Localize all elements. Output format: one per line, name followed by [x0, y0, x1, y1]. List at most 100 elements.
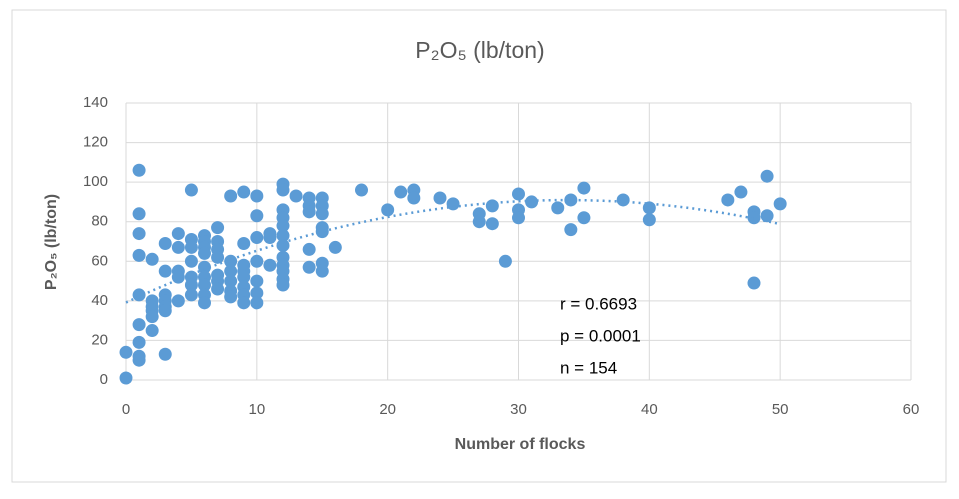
- x-tick-label: 10: [248, 401, 265, 418]
- scatter-point: [224, 264, 238, 278]
- scatter-point: [642, 213, 656, 227]
- scatter-point: [237, 185, 251, 199]
- scatter-point: [211, 282, 225, 296]
- scatter-point: [224, 274, 238, 288]
- scatter-point: [132, 335, 146, 349]
- scatter-point: [145, 252, 159, 266]
- scatter-point: [315, 207, 329, 221]
- scatter-point: [760, 209, 774, 223]
- scatter-point: [577, 181, 591, 195]
- scatter-point: [198, 260, 211, 274]
- y-tick-label: 120: [83, 134, 108, 151]
- scatter-point: [132, 227, 146, 241]
- scatter-point: [250, 274, 264, 288]
- scatter-point: [498, 254, 512, 268]
- scatter-point: [171, 294, 185, 308]
- scatter-point: [302, 260, 316, 274]
- scatter-point: [171, 227, 185, 241]
- scatter-point: [158, 304, 172, 318]
- scatter-point: [132, 207, 146, 221]
- scatter-point: [512, 187, 525, 201]
- y-tick-label: 140: [83, 94, 108, 111]
- x-tick-label: 60: [903, 401, 920, 418]
- scatter-point: [315, 225, 329, 239]
- annotation: p = 0.0001: [560, 326, 641, 345]
- scatter-point: [485, 217, 499, 231]
- scatter-point: [237, 270, 251, 284]
- scatter-point: [263, 231, 277, 245]
- scatter-point: [132, 288, 146, 302]
- scatter-point: [211, 221, 225, 235]
- scatter-point: [315, 264, 329, 278]
- scatter-point: [747, 211, 761, 225]
- scatter-point: [564, 223, 578, 237]
- scatter-point: [250, 286, 264, 300]
- scatter-point: [512, 211, 525, 225]
- scatter-point: [184, 183, 198, 197]
- scatter-point: [211, 250, 225, 264]
- scatter-point: [577, 211, 591, 225]
- scatter-point: [158, 347, 172, 361]
- chart-frame: [11, 9, 947, 483]
- scatter-point: [485, 199, 499, 213]
- scatter-point: [250, 231, 264, 245]
- scatter-point: [224, 189, 238, 203]
- scatter-point: [132, 318, 146, 332]
- scatter-point: [328, 240, 342, 254]
- scatter-point: [564, 193, 578, 207]
- scatter-point: [276, 183, 290, 197]
- y-tick-label: 20: [91, 331, 108, 348]
- scatter-point: [263, 258, 277, 272]
- scatter-point: [158, 236, 172, 250]
- scatter-point: [224, 254, 238, 268]
- scatter-point: [773, 197, 787, 211]
- scatter-point: [145, 324, 159, 338]
- scatter-point: [132, 163, 146, 177]
- scatter-point: [276, 278, 290, 292]
- x-tick-label: 50: [772, 401, 789, 418]
- scatter-point: [289, 189, 303, 203]
- scatter-point: [171, 240, 185, 254]
- y-axis-title: P₂O₅ (lb/ton): [43, 194, 60, 290]
- scatter-point: [276, 219, 290, 233]
- y-tick-label: 0: [100, 371, 108, 388]
- scatter-point: [250, 209, 264, 223]
- scatter-point: [198, 296, 211, 310]
- x-tick-label: 20: [379, 401, 396, 418]
- scatter-point: [119, 345, 133, 359]
- scatter-point: [551, 201, 565, 215]
- scatter-point: [433, 191, 447, 205]
- y-tick-label: 100: [83, 173, 108, 190]
- scatter-point: [184, 240, 198, 254]
- scatter-point: [276, 238, 290, 252]
- scatter-point: [381, 203, 395, 217]
- scatter-point: [302, 205, 316, 219]
- annotation: n = 154: [560, 358, 617, 377]
- scatter-point: [250, 296, 264, 310]
- x-tick-label: 40: [641, 401, 658, 418]
- scatter-point: [237, 236, 251, 250]
- scatter-point: [184, 278, 198, 292]
- scatter-point: [302, 242, 316, 256]
- scatter-point: [171, 270, 185, 284]
- y-tick-label: 60: [91, 252, 108, 269]
- scatter-point: [616, 193, 630, 207]
- scatter-point: [224, 290, 238, 304]
- scatter-point: [355, 183, 368, 197]
- x-axis-title: Number of flocks: [455, 436, 586, 453]
- trendline: [125, 198, 781, 304]
- scatter-point: [394, 185, 408, 199]
- scatter-point: [198, 278, 211, 292]
- x-tick-label: 0: [122, 401, 130, 418]
- scatter-point: [250, 254, 264, 268]
- y-tick-label: 40: [91, 292, 108, 309]
- scatter-point: [119, 371, 133, 385]
- scatter-point: [132, 353, 146, 367]
- scatter-point: [198, 246, 211, 260]
- scatter-point: [734, 185, 748, 199]
- scatter-point: [132, 248, 146, 262]
- scatter-point: [276, 229, 290, 243]
- x-tick-label: 30: [510, 401, 527, 418]
- y-tick-label: 80: [91, 213, 108, 230]
